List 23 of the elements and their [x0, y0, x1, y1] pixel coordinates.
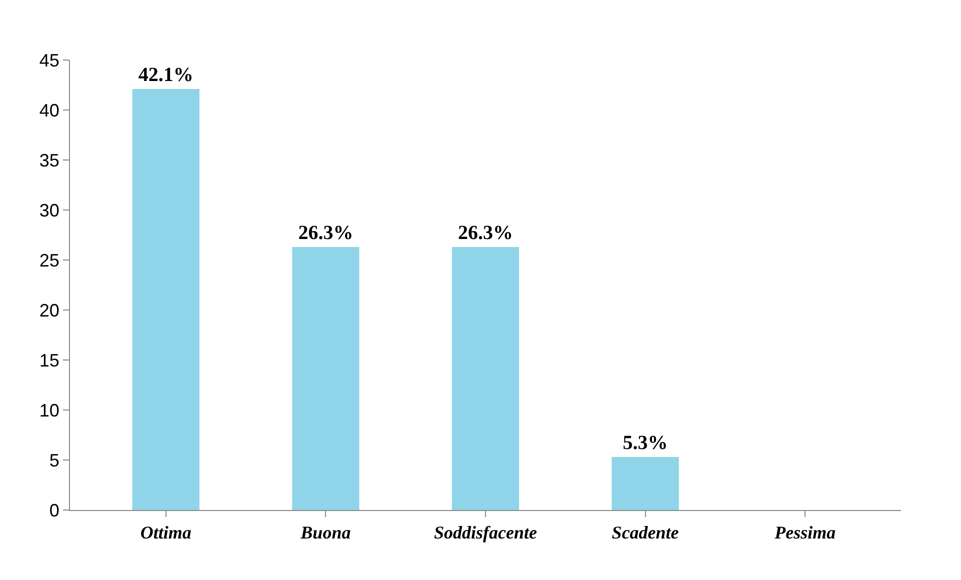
y-tick-label: 0	[49, 500, 60, 520]
bar	[292, 247, 360, 510]
y-tick-label: 20	[39, 300, 60, 320]
x-tick-label: Scadente	[612, 522, 679, 543]
bar	[612, 457, 679, 510]
y-tick-label: 25	[39, 250, 60, 270]
x-tick-label: Soddisfacente	[434, 522, 537, 543]
data-label: 26.3%	[458, 222, 513, 244]
x-tick-label: Buona	[300, 522, 351, 543]
data-label: 26.3%	[298, 222, 354, 244]
y-tick-label: 10	[39, 400, 60, 420]
y-tick-label: 5	[49, 450, 60, 470]
data-label: 5.3%	[622, 432, 668, 454]
bar	[452, 247, 520, 510]
x-tick-label: Pessima	[774, 522, 836, 543]
y-tick-label: 30	[39, 200, 60, 220]
y-tick-label: 15	[39, 350, 60, 370]
y-tick-label: 40	[39, 100, 60, 120]
x-tick-label: Ottima	[140, 522, 192, 543]
y-tick-label: 45	[39, 50, 60, 70]
bar	[132, 89, 200, 510]
data-label: 42.1%	[138, 64, 194, 86]
y-tick-label: 35	[39, 150, 60, 170]
